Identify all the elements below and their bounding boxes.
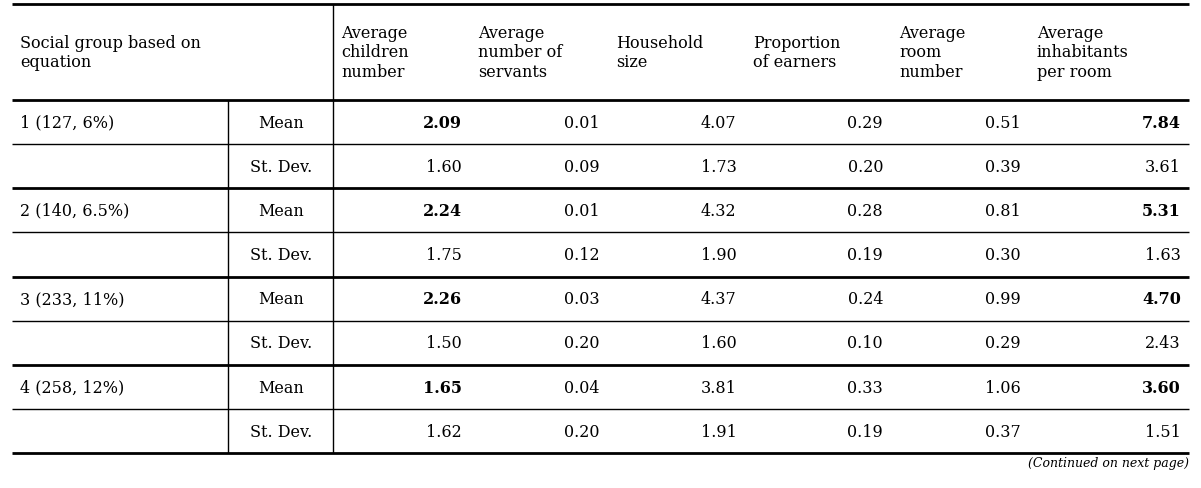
Text: 2.43: 2.43 <box>1145 335 1181 352</box>
Text: Mean: Mean <box>258 291 304 307</box>
Text: 1.90: 1.90 <box>700 246 736 264</box>
Text: 0.51: 0.51 <box>985 114 1021 131</box>
Text: 1 (127, 6%): 1 (127, 6%) <box>20 114 114 131</box>
Text: Social group based on
equation: Social group based on equation <box>20 35 201 71</box>
Text: Average
children
number: Average children number <box>341 25 408 81</box>
Text: 4.70: 4.70 <box>1142 291 1181 307</box>
Text: 0.20: 0.20 <box>563 423 599 440</box>
Text: 1.51: 1.51 <box>1145 423 1181 440</box>
Text: 0.20: 0.20 <box>563 335 599 352</box>
Text: 1.73: 1.73 <box>700 159 736 175</box>
Text: 3 (233, 11%): 3 (233, 11%) <box>20 291 125 307</box>
Text: 3.60: 3.60 <box>1142 379 1181 396</box>
Text: Household
size: Household size <box>616 35 703 71</box>
Text: 4 (258, 12%): 4 (258, 12%) <box>20 379 125 396</box>
Text: 0.99: 0.99 <box>985 291 1021 307</box>
Text: Mean: Mean <box>258 379 304 396</box>
Text: 2.24: 2.24 <box>423 203 462 220</box>
Text: Mean: Mean <box>258 203 304 220</box>
Text: 1.62: 1.62 <box>426 423 462 440</box>
Text: St. Dev.: St. Dev. <box>250 159 312 175</box>
Text: 0.04: 0.04 <box>563 379 599 396</box>
Text: St. Dev.: St. Dev. <box>250 246 312 264</box>
Text: 0.10: 0.10 <box>848 335 883 352</box>
Text: 4.32: 4.32 <box>701 203 736 220</box>
Text: 0.19: 0.19 <box>847 246 883 264</box>
Text: 0.12: 0.12 <box>563 246 599 264</box>
Text: 1.63: 1.63 <box>1145 246 1181 264</box>
Text: 0.37: 0.37 <box>985 423 1021 440</box>
Text: 0.33: 0.33 <box>847 379 883 396</box>
Text: 1.75: 1.75 <box>426 246 462 264</box>
Text: 1.91: 1.91 <box>700 423 736 440</box>
Text: Average
number of
servants: Average number of servants <box>478 25 563 81</box>
Text: 0.29: 0.29 <box>848 114 883 131</box>
Text: 1.60: 1.60 <box>426 159 462 175</box>
Text: 2.26: 2.26 <box>423 291 462 307</box>
Text: 0.20: 0.20 <box>848 159 883 175</box>
Text: 0.19: 0.19 <box>847 423 883 440</box>
Text: 0.09: 0.09 <box>563 159 599 175</box>
Text: 0.24: 0.24 <box>848 291 883 307</box>
Text: (Continued on next page): (Continued on next page) <box>1028 456 1189 469</box>
Text: 0.30: 0.30 <box>985 246 1021 264</box>
Text: 3.81: 3.81 <box>700 379 736 396</box>
Text: 0.39: 0.39 <box>985 159 1021 175</box>
Text: 2.09: 2.09 <box>423 114 462 131</box>
Text: 0.28: 0.28 <box>848 203 883 220</box>
Text: 7.84: 7.84 <box>1142 114 1181 131</box>
Text: Mean: Mean <box>258 114 304 131</box>
Text: 0.01: 0.01 <box>563 203 599 220</box>
Text: 1.06: 1.06 <box>985 379 1021 396</box>
Text: 1.65: 1.65 <box>423 379 462 396</box>
Text: 0.01: 0.01 <box>563 114 599 131</box>
Text: St. Dev.: St. Dev. <box>250 423 312 440</box>
Text: Proportion
of earners: Proportion of earners <box>753 35 841 71</box>
Text: Average
room
number: Average room number <box>900 25 966 81</box>
Text: 3.61: 3.61 <box>1145 159 1181 175</box>
Text: 0.81: 0.81 <box>985 203 1021 220</box>
Text: 4.07: 4.07 <box>701 114 736 131</box>
Text: Average
inhabitants
per room: Average inhabitants per room <box>1036 25 1129 81</box>
Text: St. Dev.: St. Dev. <box>250 335 312 352</box>
Text: 2 (140, 6.5%): 2 (140, 6.5%) <box>20 203 130 220</box>
Text: 0.03: 0.03 <box>563 291 599 307</box>
Text: 4.37: 4.37 <box>700 291 736 307</box>
Text: 1.50: 1.50 <box>426 335 462 352</box>
Text: 1.60: 1.60 <box>700 335 736 352</box>
Text: 5.31: 5.31 <box>1142 203 1181 220</box>
Text: 0.29: 0.29 <box>985 335 1021 352</box>
